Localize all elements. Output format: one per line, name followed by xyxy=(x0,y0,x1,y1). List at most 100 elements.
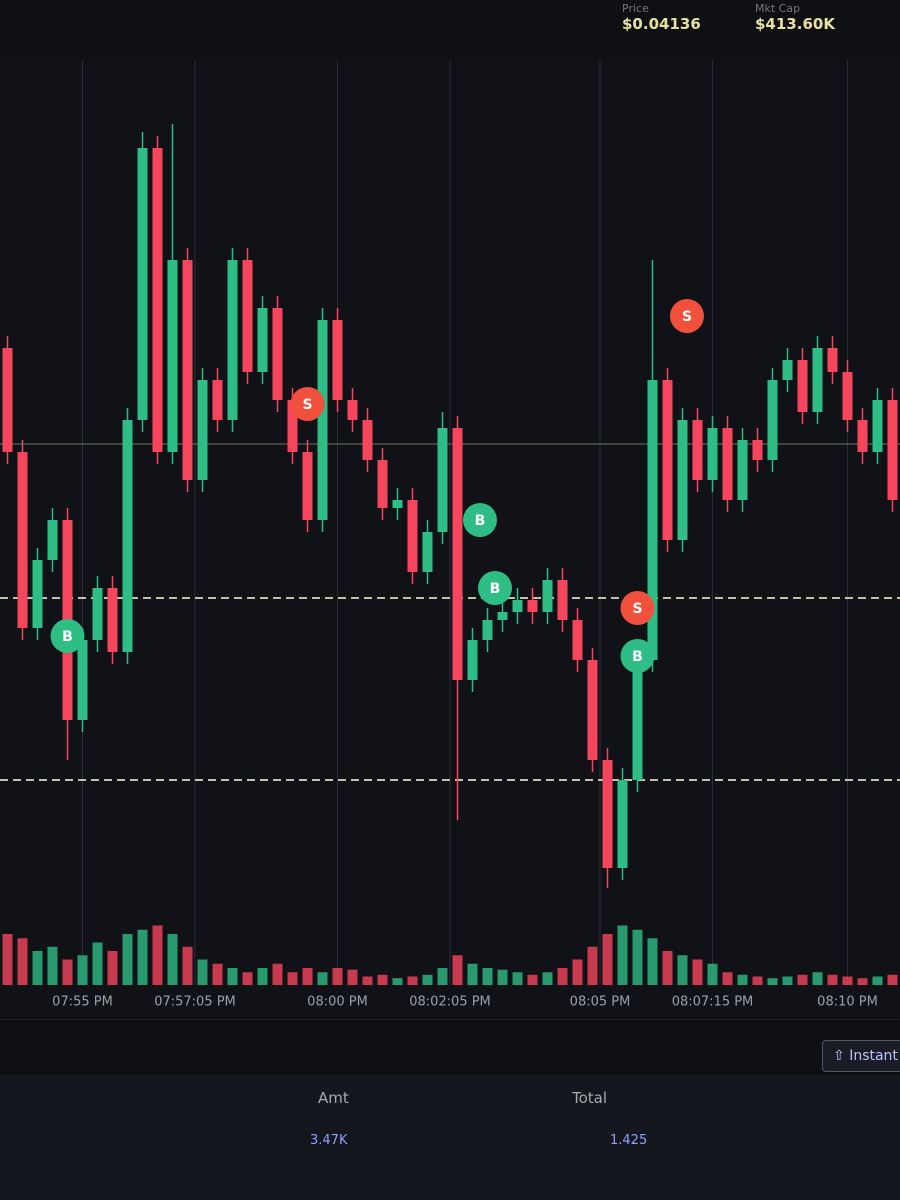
candle-body xyxy=(707,428,718,480)
candle-body xyxy=(587,660,598,760)
volume-bar xyxy=(242,972,253,985)
candle-body xyxy=(737,440,748,500)
volume-bar xyxy=(2,934,13,985)
chart: 07:55 PM 07:57:05 PM 08:00 PM 08:02:05 PM 08… xyxy=(0,60,900,1020)
trades-table: Amt Total 3.47K 1.425 xyxy=(0,1075,900,1200)
candle-body xyxy=(632,660,643,780)
trade-marker-label: S xyxy=(302,397,312,413)
candle-body xyxy=(152,148,163,452)
stat-value: $0.04136 xyxy=(622,15,701,33)
volume-bar xyxy=(752,976,763,985)
candle-body xyxy=(722,428,733,500)
volume-bar xyxy=(797,974,808,985)
candle-body xyxy=(242,260,253,372)
volume-bar xyxy=(767,978,778,985)
volume-bar xyxy=(197,959,208,985)
volume-bar xyxy=(47,946,58,985)
trade-marker xyxy=(620,591,655,625)
candle-body xyxy=(197,380,208,480)
stat-label: Price xyxy=(622,2,649,15)
candle-body xyxy=(647,380,658,660)
candle-body xyxy=(782,360,793,380)
volume-bar xyxy=(77,955,88,985)
volume-bar xyxy=(182,946,193,985)
candle-body xyxy=(122,420,133,652)
candle-body xyxy=(407,500,418,572)
volume-bar xyxy=(317,972,328,985)
candle-body xyxy=(302,452,313,520)
candle-body xyxy=(182,260,193,480)
volume-bar xyxy=(272,963,283,985)
volume-bar xyxy=(407,976,418,985)
candle-body xyxy=(842,372,853,420)
candle-body xyxy=(332,320,343,400)
volume-bar xyxy=(557,968,568,985)
volume-bar xyxy=(467,963,478,985)
trade-marker-label: B xyxy=(475,513,486,529)
trade-marker-label: B xyxy=(62,629,73,645)
x-tick-label: 07:55 PM xyxy=(52,995,113,1010)
candle-body xyxy=(692,420,703,480)
candle-body xyxy=(437,428,448,532)
candle-body xyxy=(362,420,373,460)
x-tick-label: 08:02:05 PM xyxy=(409,995,491,1010)
candle-body xyxy=(257,308,268,372)
volume-bar xyxy=(17,938,28,985)
candle-body xyxy=(317,320,328,520)
table-cell: 1.425 xyxy=(610,1133,648,1148)
candle-body xyxy=(827,348,838,372)
candle-body xyxy=(107,588,118,652)
candle-body xyxy=(602,760,613,868)
volume-bar xyxy=(437,968,448,985)
table-header: Amt xyxy=(318,1089,349,1107)
candle-body xyxy=(47,520,58,560)
candle-body xyxy=(617,780,628,868)
x-tick-label: 08:00 PM xyxy=(307,995,368,1010)
x-tick-label: 08:10 PM xyxy=(817,995,878,1010)
x-tick-label: 08:05 PM xyxy=(570,995,631,1010)
volume-bar xyxy=(32,951,43,985)
price-stat: Price $0.04136 xyxy=(622,2,701,33)
candle-body xyxy=(662,380,673,540)
volume-bar xyxy=(92,942,103,985)
candle-body xyxy=(137,148,148,420)
volume-bar xyxy=(227,968,238,985)
volume-bar xyxy=(527,974,538,985)
trade-marker xyxy=(50,619,85,653)
instant-button[interactable]: ⇧ Instant xyxy=(822,1040,900,1072)
volume-bar xyxy=(347,969,358,985)
volume-bar xyxy=(602,934,613,985)
table-cell: 3.47K xyxy=(310,1133,348,1148)
volume-bar xyxy=(257,968,268,985)
trade-marker xyxy=(290,387,325,421)
volume-bar xyxy=(842,976,853,985)
candle-body xyxy=(482,620,493,640)
volume-bar xyxy=(872,976,883,985)
candle-body xyxy=(92,588,103,640)
candle-body xyxy=(167,260,178,452)
table-header: Total xyxy=(572,1089,608,1107)
candle-body xyxy=(347,400,358,420)
volume-bar xyxy=(497,969,508,985)
volume-bar xyxy=(392,978,403,985)
volume-bar xyxy=(812,972,823,985)
volume-bar xyxy=(302,968,313,985)
volume-bar xyxy=(482,968,493,985)
candle-body xyxy=(752,440,763,460)
candle-body xyxy=(212,380,223,420)
candle-body xyxy=(377,460,388,508)
candle-body xyxy=(497,612,508,620)
volume-bar xyxy=(332,968,343,985)
stat-value: $413.60K xyxy=(755,15,835,33)
volume-bar xyxy=(827,974,838,985)
volume-bar xyxy=(212,963,223,985)
volume-bar xyxy=(422,974,433,985)
candle-body xyxy=(557,580,568,620)
trade-marker-label: S xyxy=(632,601,642,617)
candle-body xyxy=(512,600,523,612)
candle-body xyxy=(392,500,403,508)
volume-bar xyxy=(572,959,583,985)
volume-bar xyxy=(167,934,178,985)
candle-body xyxy=(227,260,238,420)
volume-bar xyxy=(887,974,898,985)
